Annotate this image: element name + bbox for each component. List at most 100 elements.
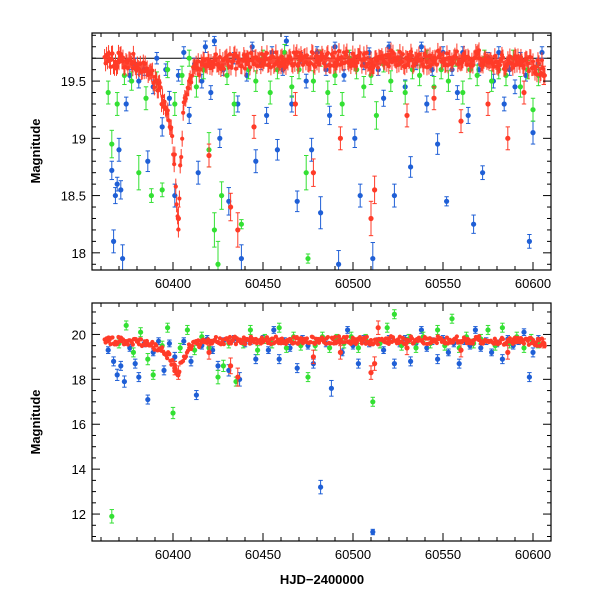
trend-point	[213, 52, 219, 57]
data-point	[253, 356, 259, 362]
data-point	[388, 78, 394, 84]
trend-point	[160, 345, 165, 350]
trend-point	[507, 336, 512, 341]
data-point	[391, 311, 397, 317]
trend-point	[500, 336, 506, 342]
trend-point	[521, 341, 527, 346]
data-point	[327, 345, 333, 351]
data-point	[206, 152, 212, 159]
data-point	[505, 135, 511, 141]
data-point	[287, 345, 293, 351]
trend-point	[500, 55, 506, 60]
x-tick-label: 60450	[245, 276, 281, 291]
trend-point	[427, 53, 433, 58]
data-point	[391, 361, 397, 367]
trend-point	[400, 52, 405, 57]
trend-point	[158, 85, 163, 90]
data-point	[318, 210, 324, 216]
bottom-series-0	[105, 326, 542, 536]
data-point	[148, 192, 154, 199]
data-point	[526, 238, 533, 244]
trend-point	[221, 341, 226, 347]
data-point	[381, 95, 387, 101]
data-point	[132, 361, 138, 367]
trend-point	[310, 51, 315, 56]
trend-point	[180, 136, 185, 141]
data-point	[460, 89, 466, 96]
data-point	[154, 55, 160, 61]
data-point	[310, 354, 316, 360]
data-point	[526, 374, 533, 380]
data-point	[408, 164, 414, 170]
x-tick-label: 60450	[245, 547, 281, 562]
trend-point	[363, 64, 368, 69]
data-point	[220, 363, 226, 369]
bottom-series-2	[102, 320, 547, 387]
data-point	[156, 338, 162, 344]
data-point	[404, 112, 410, 119]
data-point	[418, 44, 424, 50]
data-point	[136, 374, 142, 380]
data-point	[499, 356, 505, 362]
trend-point	[325, 335, 330, 340]
data-point	[294, 365, 300, 371]
data-point	[458, 347, 464, 353]
trend-point	[526, 69, 531, 74]
data-point	[175, 370, 181, 376]
data-point	[111, 358, 117, 364]
trend-point	[354, 340, 360, 345]
data-point	[418, 327, 424, 333]
y-tick-label: 18.5	[61, 189, 86, 204]
data-point	[175, 215, 181, 222]
trend-point	[389, 59, 395, 65]
data-point	[454, 89, 460, 96]
data-point	[289, 101, 295, 107]
trend-point	[259, 335, 264, 340]
data-point	[166, 95, 172, 101]
trend-point	[221, 66, 226, 71]
trend-point	[409, 336, 415, 341]
trend-point	[227, 52, 233, 57]
trend-point	[304, 336, 310, 341]
data-point	[193, 392, 199, 398]
data-point	[435, 356, 441, 362]
trend-point	[150, 339, 155, 345]
data-point	[233, 378, 239, 385]
data-point	[211, 38, 217, 44]
data-point	[530, 349, 536, 355]
data-point	[249, 44, 255, 50]
data-point	[253, 78, 259, 84]
data-point	[123, 322, 129, 329]
trend-point	[172, 152, 177, 157]
bottom-panel-y-axis-title: Magnitude	[28, 390, 43, 455]
trend-point	[150, 68, 155, 73]
data-point	[215, 261, 221, 267]
trend-point	[165, 108, 170, 113]
data-point	[337, 135, 343, 141]
data-point	[361, 84, 367, 90]
data-point	[332, 72, 338, 78]
data-point	[118, 363, 124, 369]
trend-point	[160, 94, 165, 99]
trend-point	[233, 66, 239, 71]
data-point	[355, 361, 361, 367]
data-point	[496, 49, 502, 56]
trend-point	[233, 342, 239, 347]
data-point	[521, 329, 527, 335]
data-point	[186, 112, 192, 119]
trend-point	[330, 54, 335, 59]
data-point	[438, 67, 444, 73]
data-point	[489, 349, 495, 355]
data-point	[517, 84, 524, 90]
data-point	[431, 95, 437, 101]
data-point	[370, 399, 376, 405]
trend-point	[536, 61, 542, 66]
bottom-panel-frame	[91, 302, 552, 542]
trend-point	[138, 337, 144, 342]
data-point	[530, 130, 536, 136]
data-point	[111, 238, 117, 244]
data-point	[310, 170, 316, 176]
data-point	[435, 327, 441, 333]
trend-point	[247, 341, 253, 346]
y-tick-label: 19.5	[61, 74, 86, 89]
